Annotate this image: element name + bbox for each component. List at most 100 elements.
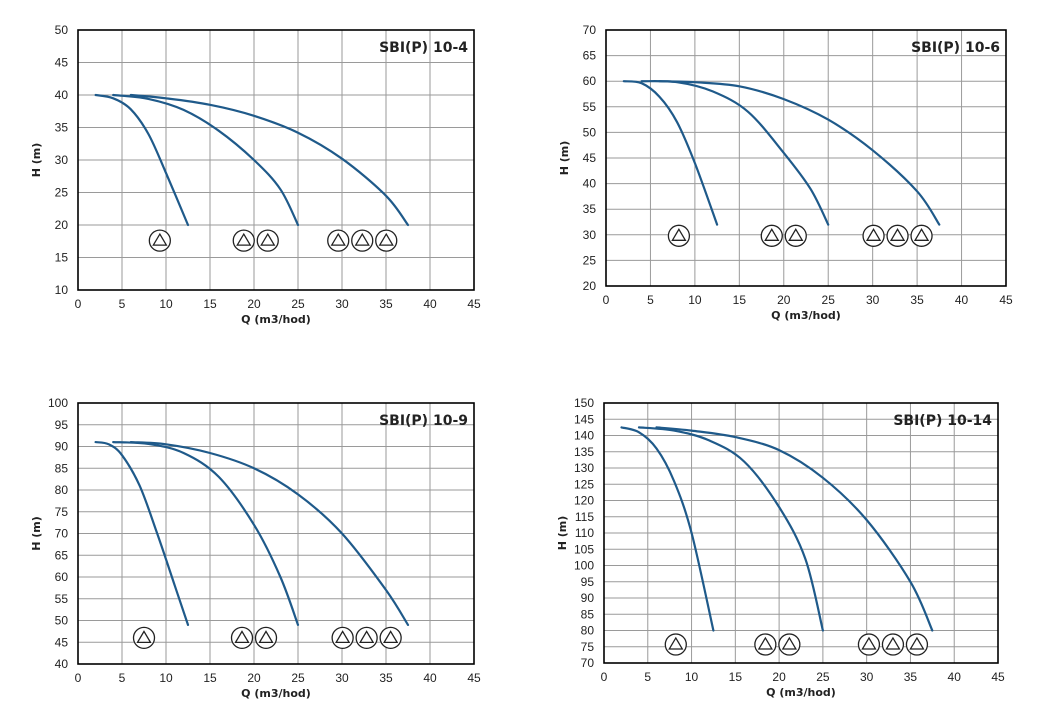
y-tick-label: 85 — [581, 607, 595, 621]
y-tick-label: 95 — [55, 418, 69, 432]
y-tick-label: 65 — [583, 49, 597, 63]
y-tick-label: 20 — [55, 218, 69, 232]
x-tick-label: 0 — [601, 670, 608, 684]
x-tick-label: 40 — [423, 297, 437, 311]
pump-triangle-icon — [861, 636, 877, 650]
y-tick-label: 50 — [583, 125, 597, 139]
x-tick-label: 25 — [822, 293, 836, 307]
pump-triangle-icon — [781, 636, 797, 650]
pump-triangle-icon — [335, 630, 351, 644]
x-tick-label: 45 — [999, 293, 1013, 307]
pump-triangle-icon — [889, 228, 906, 241]
y-tick-label: 130 — [574, 461, 594, 475]
y-tick-label: 60 — [583, 74, 597, 88]
plot-frame — [605, 29, 1007, 287]
pump-group-1 — [667, 224, 691, 247]
y-tick-label: 70 — [55, 527, 69, 541]
y-tick-label: 110 — [575, 526, 594, 540]
x-tick-label: 35 — [379, 671, 393, 685]
y-tick-label: 40 — [55, 88, 69, 102]
series-2-curve — [637, 426, 824, 632]
y-tick-label: 65 — [55, 548, 69, 562]
y-tick-label: 95 — [581, 575, 595, 589]
y-tick-label: 90 — [581, 591, 595, 605]
series-2-curve — [112, 93, 300, 227]
y-tick-label: 120 — [574, 494, 594, 508]
pump-triangle-icon — [234, 630, 250, 644]
series-1-curve — [94, 441, 190, 626]
y-axis-title: H (m) — [558, 141, 571, 176]
x-tick-label: 20 — [777, 293, 791, 307]
y-tick-label: 75 — [581, 640, 595, 654]
y-tick-label: 50 — [55, 614, 69, 628]
x-tick-label: 35 — [904, 670, 918, 684]
x-tick-label: 5 — [644, 670, 651, 684]
x-tick-label: 35 — [910, 293, 924, 307]
x-tick-label: 0 — [75, 671, 82, 685]
y-tick-label: 100 — [48, 396, 68, 410]
y-tick-label: 60 — [55, 570, 69, 584]
chart-panel-4: 0 5 10 15 20 25 30 35 40 45 70 75 80 85 90 95 100 105 110 1… — [556, 396, 1005, 699]
series-3-curve — [129, 93, 410, 227]
y-tick-label: 35 — [583, 202, 597, 216]
pump-triangle-icon — [354, 232, 370, 246]
y-tick-label: 70 — [581, 656, 595, 670]
y-tick-label: 40 — [55, 657, 69, 671]
x-tick-label: 10 — [685, 670, 699, 684]
pump-triangle-icon — [383, 630, 399, 644]
x-tick-label: 10 — [159, 671, 173, 685]
x-tick-label: 45 — [467, 671, 481, 685]
y-tick-label: 125 — [574, 477, 594, 491]
x-tick-label: 45 — [991, 670, 1005, 684]
x-tick-label: 30 — [866, 293, 880, 307]
plot-frame — [77, 402, 475, 665]
pump-triangle-icon — [359, 630, 375, 644]
x-tick-label: 10 — [159, 297, 173, 311]
y-tick-label: 50 — [55, 23, 69, 37]
x-tick-label: 0 — [603, 293, 610, 307]
x-tick-label: 5 — [647, 293, 654, 307]
x-tick-label: 5 — [119, 671, 126, 685]
chart-panel-1: 0 5 10 15 20 25 30 35 40 45 10 15 20 25 30 35 40 45 50 SBI(… — [30, 23, 481, 326]
pump-group-1 — [664, 633, 687, 656]
x-tick-label: 40 — [948, 670, 962, 684]
y-tick-label: 80 — [581, 624, 595, 638]
chart-title: SBI(P) 10-6 — [911, 40, 1000, 56]
series-3-curve — [658, 80, 941, 226]
x-tick-label: 35 — [379, 297, 393, 311]
x-tick-label: 25 — [816, 670, 830, 684]
x-tick-label: 0 — [75, 297, 82, 311]
y-axis-title: H (m) — [30, 516, 43, 551]
y-tick-label: 20 — [583, 279, 597, 293]
plot-frame — [77, 29, 475, 291]
x-tick-label: 5 — [119, 297, 126, 311]
y-tick-label: 140 — [574, 429, 594, 443]
x-tick-label: 15 — [203, 297, 217, 311]
x-tick-label: 25 — [291, 297, 305, 311]
y-tick-label: 45 — [583, 151, 597, 165]
y-tick-label: 15 — [55, 251, 69, 265]
x-tick-label: 15 — [203, 671, 217, 685]
pump-triangle-icon — [668, 636, 684, 650]
y-tick-label: 115 — [575, 510, 594, 524]
pump-group-1 — [132, 626, 156, 650]
pump-triangle-icon — [764, 228, 780, 241]
pump-group-1 — [148, 229, 171, 252]
x-tick-label: 10 — [688, 293, 702, 307]
y-tick-label: 80 — [55, 483, 69, 497]
y-axis-title: H (m) — [556, 516, 569, 551]
series-2-curve — [640, 80, 830, 226]
pump-triangle-icon — [152, 232, 168, 246]
pump-group-2 — [754, 633, 801, 656]
chart-title: SBI(P) 10-14 — [893, 413, 992, 429]
y-tick-label: 55 — [583, 100, 597, 114]
y-tick-label: 45 — [55, 56, 69, 70]
y-tick-label: 25 — [55, 186, 69, 200]
y-tick-label: 100 — [574, 559, 594, 573]
chart-panel-3: 0 5 10 15 20 25 30 35 40 45 40 45 50 55 60 65 70 75 80 85 90… — [30, 396, 481, 700]
pump-group-2 — [760, 224, 807, 247]
pump-triangle-icon — [330, 232, 346, 246]
x-tick-label: 45 — [467, 297, 481, 311]
pump-group-3 — [862, 224, 933, 247]
